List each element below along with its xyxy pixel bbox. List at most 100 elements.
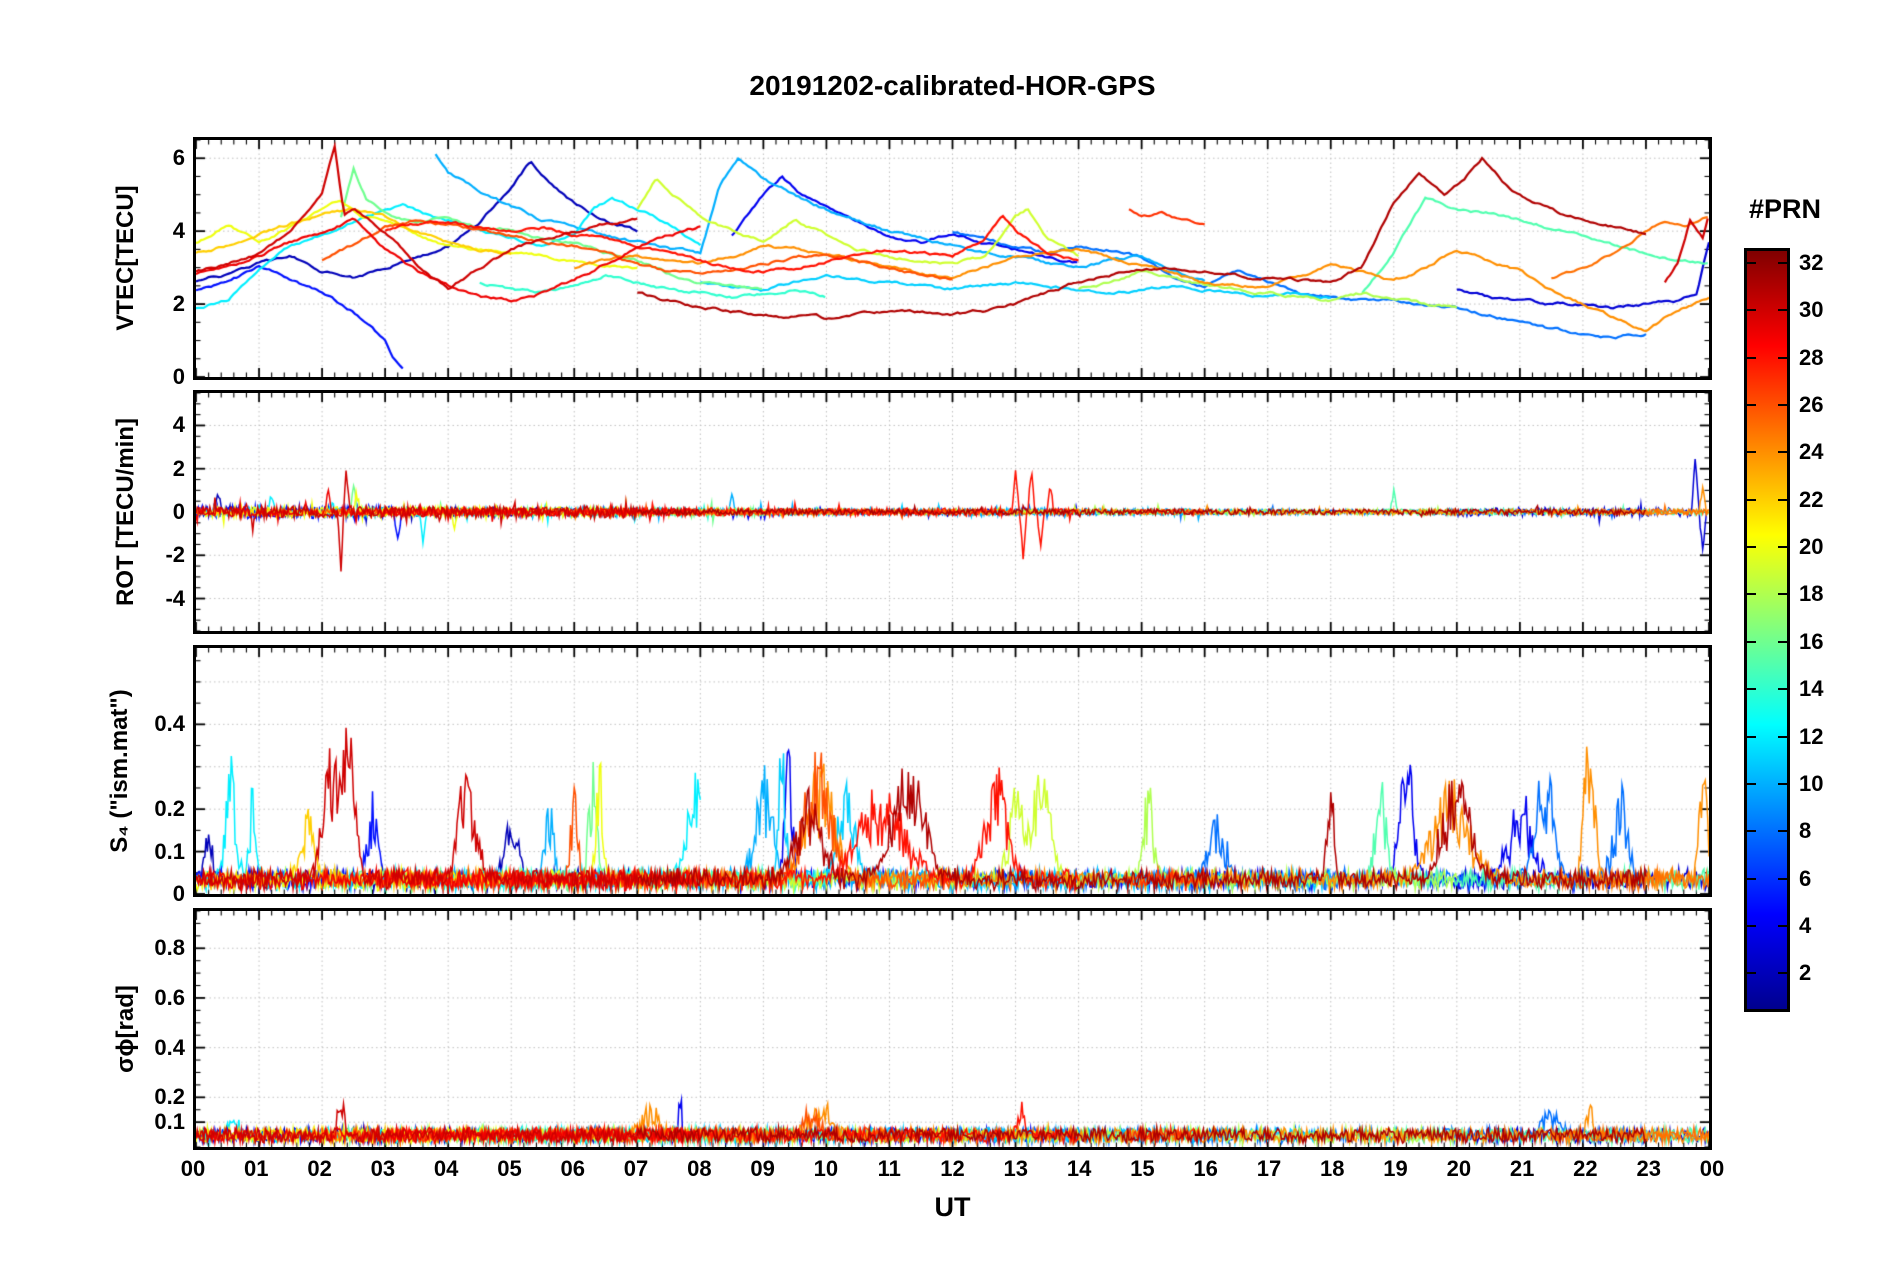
colorbar-tick-mark: [1778, 640, 1787, 643]
x-tick-label: 14: [1066, 1156, 1092, 1181]
y-tick-label: 2: [172, 455, 185, 481]
panel-rot: [193, 390, 1712, 634]
colorbar-label: #PRN: [1748, 194, 1822, 224]
panel-s4: [193, 645, 1712, 897]
y-tick-label: 0.1: [154, 838, 185, 864]
sigma-phi-plot-canvas: [196, 911, 1709, 1147]
rot-plot-canvas: [196, 393, 1709, 631]
colorbar-tick-label: 28: [1799, 344, 1824, 370]
y-tick-label: 0.8: [154, 935, 185, 961]
vtec-plot-canvas: [196, 140, 1709, 377]
y-tick-label: 0.2: [154, 796, 185, 822]
colorbar-tick-mark: [1747, 356, 1756, 359]
colorbar-tick-mark: [1778, 309, 1787, 312]
x-tick-label: 01: [244, 1156, 269, 1181]
colorbar-tick-mark: [1778, 830, 1787, 833]
colorbar-tick-label: 2: [1799, 960, 1812, 986]
colorbar-tick-mark: [1747, 498, 1756, 501]
colorbar-tick-label: 32: [1799, 249, 1824, 275]
colorbar-tick-label: 22: [1799, 486, 1824, 512]
x-tick-label: 10: [813, 1156, 839, 1181]
x-tick-label: 15: [1130, 1156, 1155, 1181]
colorbar-tick-mark: [1778, 925, 1787, 928]
colorbar-tick-mark: [1747, 403, 1756, 406]
colorbar-tick-label: 4: [1799, 913, 1812, 939]
x-tick-label: 18: [1320, 1156, 1345, 1181]
x-tick-label: 00: [1699, 1156, 1725, 1181]
colorbar-tick-mark: [1778, 972, 1787, 975]
colorbar-tick-mark: [1747, 735, 1756, 738]
colorbar-tick-label: 16: [1799, 628, 1824, 654]
colorbar-tick-label: 30: [1799, 297, 1824, 323]
colorbar-tick-label: 14: [1799, 676, 1824, 702]
y-tick-label: 0.1: [154, 1109, 185, 1135]
x-tick-label: 07: [623, 1156, 649, 1181]
x-tick-label: 12: [940, 1156, 965, 1181]
x-tick-label: 05: [497, 1156, 522, 1181]
colorbar-tick-mark: [1747, 972, 1756, 975]
colorbar-tick-mark: [1778, 735, 1787, 738]
y-tick-label: 0: [172, 364, 185, 389]
colorbar-tick-mark: [1778, 356, 1787, 359]
colorbar-tick-mark: [1778, 403, 1787, 406]
colorbar-tick-label: 10: [1799, 770, 1824, 796]
x-tick-label: 06: [560, 1156, 585, 1181]
x-tick-label: 20: [1446, 1156, 1472, 1181]
x-tick-label: 16: [1193, 1156, 1218, 1181]
colorbar-tick-mark: [1747, 640, 1756, 643]
colorbar-tick-mark: [1778, 782, 1787, 785]
colorbar-tick-label: 18: [1799, 581, 1824, 607]
colorbar-tick-mark: [1747, 877, 1756, 880]
y-tick-label: 0.4: [154, 1034, 185, 1060]
colorbar-tick-label: 8: [1799, 818, 1812, 844]
x-tick-label: 04: [433, 1156, 459, 1181]
x-tick-label: 03: [370, 1156, 396, 1181]
colorbar-tick-mark: [1778, 877, 1787, 880]
colorbar-tick-mark: [1747, 261, 1756, 264]
colorbar-tick-mark: [1747, 546, 1756, 549]
y-tick-label: 2: [172, 291, 185, 317]
y-tick-label: -2: [165, 542, 185, 568]
y-tick-label: 0: [172, 881, 185, 906]
x-tick-label: 17: [1256, 1156, 1282, 1181]
colorbar-tick-mark: [1778, 451, 1787, 454]
y-axis-label-s4: S₄ ("ism.mat"): [106, 689, 133, 853]
x-tick-label: 21: [1509, 1156, 1535, 1181]
colorbar-tick-mark: [1747, 309, 1756, 312]
x-tick-label: 22: [1573, 1156, 1598, 1181]
colorbar-tick-label: 26: [1799, 391, 1824, 417]
panel-sigma-phi: [193, 908, 1712, 1150]
x-tick-label: 11: [877, 1156, 901, 1181]
colorbar-tick-label: 20: [1799, 534, 1824, 560]
colorbar-tick-mark: [1747, 830, 1756, 833]
x-tick-label: 13: [1003, 1156, 1029, 1181]
x-tick-label: 00: [180, 1156, 206, 1181]
x-tick-label: 08: [687, 1156, 712, 1181]
panel-vtec: [193, 137, 1712, 380]
y-tick-label: -4: [165, 585, 185, 611]
colorbar-tick-mark: [1778, 546, 1787, 549]
colorbar-tick-label: 12: [1799, 723, 1824, 749]
x-axis-label: UT: [934, 1192, 971, 1222]
chart-title: 20191202-calibrated-HOR-GPS: [749, 70, 1156, 101]
colorbar-tick-mark: [1747, 593, 1756, 596]
colorbar-tick-label: 24: [1799, 439, 1824, 465]
colorbar-tick-mark: [1747, 782, 1756, 785]
colorbar-tick-mark: [1778, 261, 1787, 264]
y-tick-label: 0.2: [154, 1084, 185, 1110]
y-tick-label: 0.6: [154, 984, 185, 1010]
y-tick-label: 4: [172, 218, 185, 244]
x-tick-label: 02: [307, 1156, 332, 1181]
x-tick-label: 09: [750, 1156, 775, 1181]
colorbar-gradient: [1747, 251, 1787, 1009]
x-tick-label: 23: [1636, 1156, 1661, 1181]
colorbar-tick-mark: [1778, 593, 1787, 596]
colorbar: [1744, 248, 1790, 1012]
colorbar-tick-mark: [1778, 498, 1787, 501]
colorbar-tick-label: 6: [1799, 865, 1812, 891]
colorbar-tick-mark: [1747, 688, 1756, 691]
x-tick-label: 19: [1383, 1156, 1408, 1181]
colorbar-tick-mark: [1747, 451, 1756, 454]
y-tick-label: 6: [172, 145, 185, 171]
